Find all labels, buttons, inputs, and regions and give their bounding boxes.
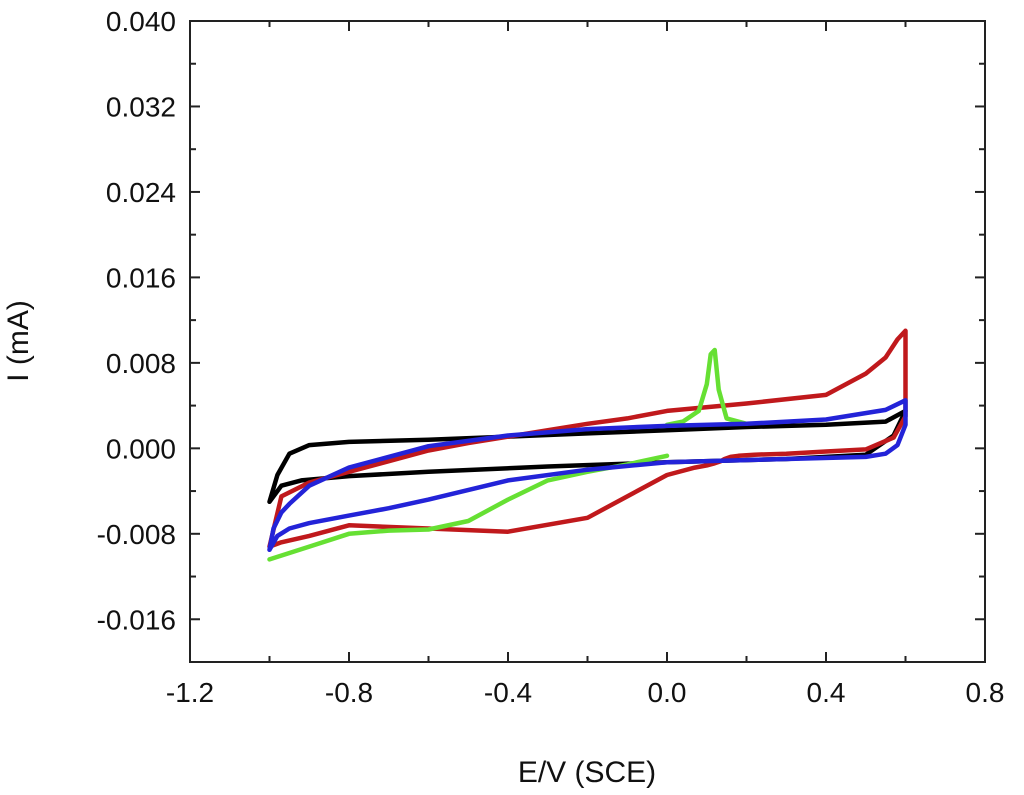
x-tick-label: -0.4: [484, 677, 532, 708]
y-tick-label: -0.016: [97, 604, 176, 635]
tick-labels: -1.2 -0.8 -0.4 0.0 0.4 0.8 0.040 0.032 0.024 0.01…: [97, 6, 1005, 708]
series-line-4: [664, 347, 749, 428]
y-tick-label: -0.008: [97, 519, 176, 550]
y-tick-label: 0.008: [106, 348, 176, 379]
series-line-5: [267, 398, 908, 553]
axis-ticks: [189, 20, 986, 663]
x-tick-label: 0.0: [648, 677, 687, 708]
y-tick-label: 0.040: [106, 6, 176, 37]
x-tick-label: 0.8: [966, 677, 1005, 708]
y-axis-title: I (mA): [2, 300, 35, 382]
y-tick-label: 0.016: [106, 262, 176, 293]
x-tick-label: -1.2: [166, 677, 214, 708]
x-tick-label: 0.4: [807, 677, 846, 708]
series-layer: [267, 328, 908, 562]
y-tick-label: 0.032: [106, 91, 176, 122]
plot-frame: [189, 20, 986, 663]
x-tick-label: -0.8: [325, 677, 373, 708]
y-tick-label: 0.024: [106, 177, 176, 208]
series-line-1: [267, 408, 908, 505]
x-axis-title: E/V (SCE): [518, 756, 656, 789]
y-tick-label: 0.000: [106, 433, 176, 464]
